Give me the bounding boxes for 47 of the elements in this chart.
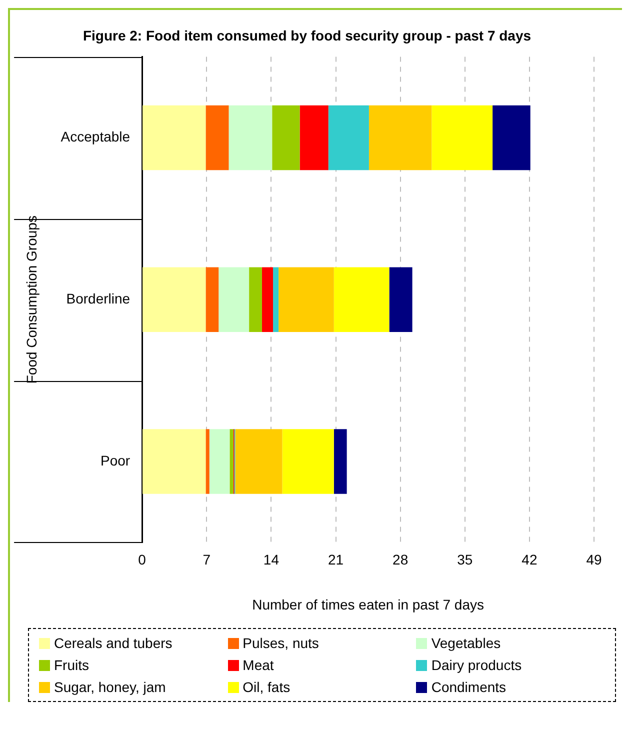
x-tick-label: 28 — [392, 552, 408, 568]
x-tick-label: 14 — [263, 552, 280, 568]
bar — [228, 105, 272, 170]
bar — [334, 267, 390, 332]
legend-label: Fruits — [54, 657, 89, 673]
bar — [262, 267, 274, 332]
bar — [230, 429, 234, 494]
legend-label: Vegetables — [431, 635, 501, 651]
x-tick-label: 49 — [586, 552, 602, 568]
bar — [206, 105, 229, 170]
bar — [235, 429, 282, 494]
bar — [432, 105, 493, 170]
y-tick-label: Acceptable — [60, 128, 130, 145]
legend-label: Cereals and tubers — [54, 635, 172, 651]
bar — [206, 429, 210, 494]
legend-label: Sugar, honey, jam — [54, 679, 166, 695]
x-tick-label: 35 — [457, 552, 473, 568]
legend-label: Meat — [242, 657, 274, 673]
legend-label: Oil, fats — [242, 679, 290, 695]
legend-label: Dairy products — [431, 657, 522, 673]
x-tick-label: 7 — [202, 552, 211, 568]
legend-label: Condiments — [431, 679, 506, 695]
bar — [300, 105, 328, 170]
y-tick-label: Borderline — [66, 290, 130, 306]
bar — [328, 105, 369, 170]
bar — [282, 429, 334, 494]
bar — [206, 267, 219, 332]
x-tick-label: 21 — [328, 552, 344, 568]
bar — [142, 105, 206, 170]
x-tick-label: 0 — [138, 552, 146, 568]
bar — [492, 105, 530, 170]
bar — [273, 267, 279, 332]
bar — [142, 429, 206, 494]
bar — [249, 267, 262, 332]
bar — [278, 267, 334, 332]
bar — [368, 105, 432, 170]
bar — [142, 267, 206, 332]
bar — [272, 105, 300, 170]
bar — [389, 267, 412, 332]
y-tick-label: Poor — [100, 452, 130, 468]
legend-label: Pulses, nuts — [242, 635, 319, 651]
bar — [218, 267, 250, 332]
x-tick-label: 42 — [522, 552, 538, 568]
chart-title: Figure 2: Food item consumed by food security group - past 7 days — [82, 27, 532, 44]
bar — [209, 429, 230, 494]
x-axis-title: Number of times eaten in past 7 days — [252, 596, 484, 612]
bar — [334, 429, 347, 494]
